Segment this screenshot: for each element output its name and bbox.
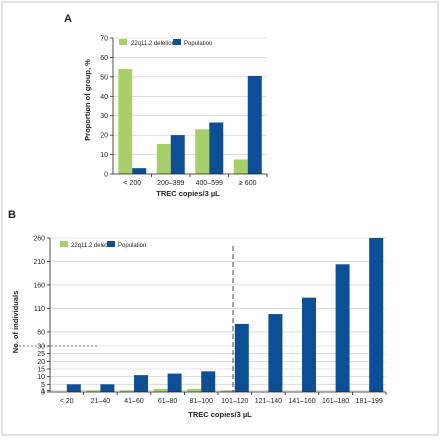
bar <box>153 388 168 392</box>
panel-b-y-axis-title: No. of individuals <box>11 291 20 354</box>
x-tick-label: ≥ 600 <box>239 180 257 187</box>
y-tick-label: 40 <box>100 94 108 101</box>
panel-a-y-ticks: 0 10 20 30 40 50 60 70 <box>100 36 113 179</box>
y-tick-label: 30 <box>37 344 45 351</box>
x-tick-label: 200–399 <box>157 180 184 187</box>
panel-a-legend-label-population: Population <box>184 41 212 47</box>
bar <box>118 69 133 174</box>
bar <box>201 371 216 392</box>
y-tick-label: 20 <box>37 359 45 366</box>
bar <box>66 384 81 392</box>
panel-a-legend-swatch-population <box>173 39 181 45</box>
bar <box>369 238 384 392</box>
x-tick-label: 41–60 <box>124 398 144 405</box>
bar <box>170 135 185 174</box>
bar <box>195 129 210 174</box>
bar <box>234 323 249 392</box>
y-tick-label: 0 <box>104 172 108 179</box>
y-tick-label: 10 <box>100 152 108 159</box>
x-tick-label: 181–199 <box>356 398 383 405</box>
panel-b-gridlines <box>50 237 386 391</box>
x-tick-label: < 20 <box>60 398 74 405</box>
panel-a-y-axis-title: Proportion of group, % <box>83 59 92 141</box>
bar <box>220 390 235 392</box>
bar <box>134 375 148 392</box>
x-tick-label: 21–40 <box>91 398 111 405</box>
panel-b-bars <box>66 238 384 392</box>
x-tick-label: 101–120 <box>221 398 248 405</box>
x-tick-label: 121–140 <box>255 398 282 405</box>
bar <box>132 168 147 174</box>
x-tick-label: 61–80 <box>158 398 178 405</box>
y-tick-label: 15 <box>37 367 45 374</box>
panel-a-x-axis-title: TREC copies/3 µL <box>156 189 220 198</box>
panel-b-legend-swatch-deletion <box>60 241 68 247</box>
x-tick-label: 400–599 <box>196 180 223 187</box>
panel-b-x-axis-title: TREC copies/3 µL <box>188 410 252 419</box>
bar <box>335 264 350 392</box>
bar <box>100 384 115 392</box>
y-tick-label: 210 <box>33 259 45 266</box>
chart-panel-a: A 0 10 20 30 40 50 60 70 < 200 200–399 400–599 ≥ 6… <box>64 13 268 198</box>
panel-b-legend: 22q11.2 deletion Population <box>60 241 146 249</box>
y-tick-label: 0 <box>41 390 45 397</box>
y-tick-label: 5 <box>41 382 45 389</box>
y-tick-label: 60 <box>37 329 45 336</box>
y-tick-label: 1 <box>41 388 45 395</box>
y-tick-label: 10 <box>37 374 45 381</box>
bar <box>233 159 248 174</box>
panel-a-letter: A <box>64 13 72 25</box>
y-tick-label: 30 <box>100 113 108 120</box>
panel-b-legend-label-deletion: 22q11.2 deletion <box>71 243 115 249</box>
panel-a-gridlines <box>113 37 267 155</box>
y-tick-label: 260 <box>33 236 45 243</box>
panel-a-legend-label-deletion: 22q11.2 deletion <box>131 41 175 47</box>
figure-frame <box>1 1 439 436</box>
x-tick-label: 81–100 <box>190 398 213 405</box>
panel-b-letter: B <box>8 209 16 221</box>
bar <box>247 75 262 174</box>
panel-a-legend-swatch-deletion <box>119 39 127 45</box>
y-tick-label: 160 <box>33 282 45 289</box>
panel-b-x-ticks: < 20 21–40 41–60 61–80 81–100 101–120 121–140 1… <box>60 392 387 405</box>
bar <box>187 388 202 392</box>
x-tick-label: 141–160 <box>288 398 315 405</box>
panel-a-bars <box>118 69 262 174</box>
bar <box>268 314 283 392</box>
bar <box>167 373 182 392</box>
y-tick-label: 25 <box>37 351 45 358</box>
y-tick-label: 20 <box>100 133 108 140</box>
y-tick-label: 70 <box>100 36 108 43</box>
bar <box>120 390 134 392</box>
x-tick-label: 161–180 <box>322 398 349 405</box>
bar <box>156 143 171 174</box>
y-tick-label: 50 <box>100 74 108 81</box>
y-tick-label: 60 <box>100 55 108 62</box>
panel-b-legend-swatch-population <box>107 241 115 247</box>
panel-b-legend-label-population: Population <box>118 243 146 249</box>
bar <box>209 122 224 174</box>
bar <box>302 297 316 392</box>
y-tick-label: 110 <box>34 306 45 313</box>
panel-a-x-ticks: < 200 200–399 400–599 ≥ 600 <box>123 174 268 187</box>
bar <box>86 390 101 392</box>
panel-a-legend: 22q11.2 deletion Population <box>119 39 212 47</box>
x-tick-label: < 200 <box>123 180 141 187</box>
